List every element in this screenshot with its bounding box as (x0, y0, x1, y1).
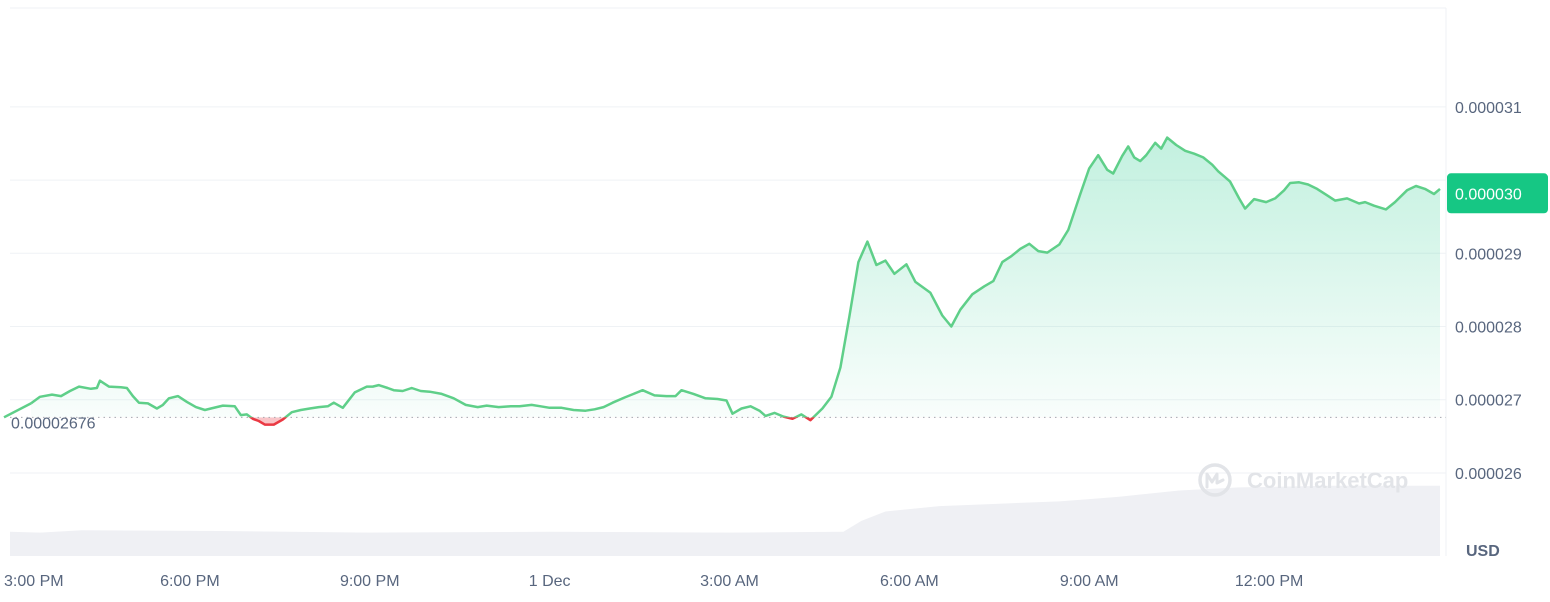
x-tick-label: 6:00 AM (880, 573, 939, 590)
price-area-up (31, 137, 1440, 418)
y-axis: 0.000031 0.000030 0.000029 0.000028 0.000027… (1455, 100, 1522, 483)
x-tick-label: 6:00 PM (160, 573, 220, 590)
gridlines (10, 106, 1446, 474)
x-tick-label: 9:00 AM (1060, 573, 1119, 590)
x-tick-label: 9:00 PM (340, 573, 400, 590)
x-tick-label: 3:00 AM (700, 573, 759, 590)
price-areas (31, 137, 1440, 425)
coinmarketcap-logo-icon (1198, 463, 1232, 497)
x-tick-label: 12:00 PM (1235, 573, 1303, 590)
coinmarketcap-watermark: CoinMarketCap (1198, 463, 1408, 497)
currency-unit-label: USD (1466, 543, 1500, 560)
volume-bars (10, 485, 1440, 556)
volume-area (10, 485, 1440, 556)
plot-frame (10, 7, 1447, 556)
y-tick-label: 0.000031 (1455, 100, 1522, 117)
price-line-stub (3, 402, 32, 419)
x-axis: 3:00 PM 6:00 PM 9:00 PM 1 Dec 3:00 AM 6:00 AM… (4, 573, 1303, 590)
price-line-up (30, 136, 1441, 418)
current-price-badge: 0.000030 (1447, 173, 1548, 214)
y-tick-label: 0.000029 (1455, 246, 1522, 263)
opening-price-label: 0.00002676 (11, 415, 96, 432)
x-tick-label: 3:00 PM (4, 573, 64, 590)
y-tick-label: 0.000026 (1455, 466, 1522, 483)
current-price-badge-bg (1447, 173, 1548, 214)
x-tick-label: 1 Dec (529, 573, 571, 590)
y-tick-label: 0.000028 (1455, 320, 1522, 337)
price-lines (3, 136, 1441, 426)
watermark-text: CoinMarketCap (1247, 468, 1408, 493)
y-tick-label: 0.000027 (1455, 393, 1522, 410)
current-price-text: 0.000030 (1455, 186, 1522, 203)
